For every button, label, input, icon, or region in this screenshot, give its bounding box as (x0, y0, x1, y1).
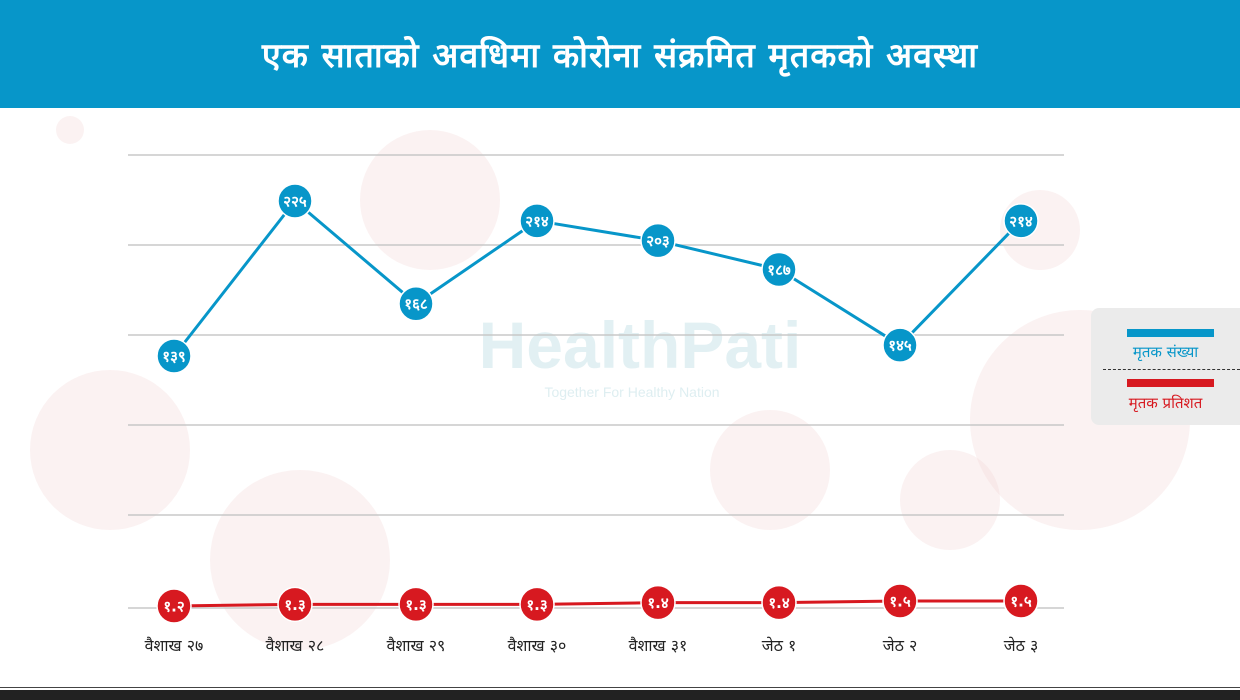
chart-title: एक साताको अवधिमा कोरोना संक्रमित मृतकको … (261, 36, 979, 76)
legend-swatch-percent (1127, 379, 1214, 387)
header-banner: एक साताको अवधिमा कोरोना संक्रमित मृतकको … (0, 0, 1240, 108)
watermark-tagline: Together For Healthy Nation (544, 384, 719, 400)
data-label-1-6: १.५ (889, 593, 910, 611)
watermark: HealthPati Together For Healthy Nation (479, 308, 802, 400)
background-virus-decoration (30, 116, 1190, 650)
bottom-bar (0, 687, 1240, 700)
series-0: १३९ २२५ १६८ २१४ २०३ १८७ १४५ २१४ (156, 183, 1039, 374)
x-axis-labels: वैशाख २७ वैशाख २८ वैशाख २९ वैशाख ३० वैशाख ३१… (145, 636, 1039, 655)
data-point-0-6 (882, 327, 918, 363)
grid-lines (128, 154, 1064, 609)
data-label-1-3: १.३ (526, 596, 547, 614)
data-label-0-5: १८७ (767, 261, 791, 279)
data-label-1-2: १.३ (405, 596, 426, 614)
x-tick-label-4: वैशाख ३१ (629, 636, 688, 655)
legend-label-percent: मृतक प्रतिशत (1128, 394, 1203, 412)
x-tick-label-0: वैशाख २७ (145, 636, 204, 655)
data-label-0-1: २२५ (283, 193, 307, 211)
data-label-0-4: २०३ (646, 232, 669, 250)
data-point-0-2 (398, 285, 434, 322)
series-line-0 (172, 199, 1023, 357)
data-label-1-1: १.३ (284, 596, 305, 614)
data-point-0-7 (1003, 203, 1039, 239)
data-label-1-0: १.२ (163, 598, 184, 616)
x-tick-label-1: वैशाख २८ (266, 636, 325, 655)
data-point-1-2 (398, 586, 434, 623)
data-point-0-5 (761, 251, 797, 288)
data-label-0-0: १३९ (162, 348, 185, 366)
x-tick-label-7: जेठ ३ (1004, 636, 1039, 655)
data-point-0-4 (640, 222, 676, 259)
data-label-1-7: १.५ (1010, 593, 1031, 611)
data-point-0-3 (519, 203, 555, 239)
data-point-1-7 (1003, 583, 1039, 619)
series-1: १.२ १.३ १.३ १.३ १.४ १.४ १.५ १.५ (156, 583, 1039, 624)
data-point-1-3 (519, 586, 555, 623)
legend-swatch-count (1127, 329, 1214, 337)
watermark-brand: HealthPati (479, 308, 802, 382)
data-label-0-6: १४५ (888, 337, 912, 355)
data-point-0-0 (156, 338, 192, 374)
data-point-1-4 (640, 584, 676, 621)
data-label-0-3: २१४ (525, 212, 549, 230)
legend-divider (1103, 369, 1240, 370)
series-line-1 (173, 599, 1021, 608)
legend: मृतक संख्या मृतक प्रतिशत (1091, 308, 1240, 425)
data-point-0-1 (277, 183, 313, 219)
data-label-0-7: २१४ (1009, 212, 1033, 230)
data-point-1-5 (761, 584, 797, 621)
data-label-0-2: १६८ (404, 295, 428, 313)
x-tick-label-5: जेठ १ (762, 636, 797, 655)
data-label-1-5: १.४ (768, 594, 789, 612)
data-label-1-4: १.४ (647, 594, 668, 612)
x-tick-label-6: जेठ २ (883, 636, 918, 655)
data-point-1-6 (882, 583, 918, 619)
data-point-1-0 (156, 588, 192, 624)
x-tick-label-2: वैशाख २९ (387, 636, 446, 655)
legend-label-count: मृतक संख्या (1132, 343, 1199, 361)
x-tick-label-3: वैशाख ३० (508, 636, 567, 655)
data-point-1-1 (277, 586, 313, 623)
